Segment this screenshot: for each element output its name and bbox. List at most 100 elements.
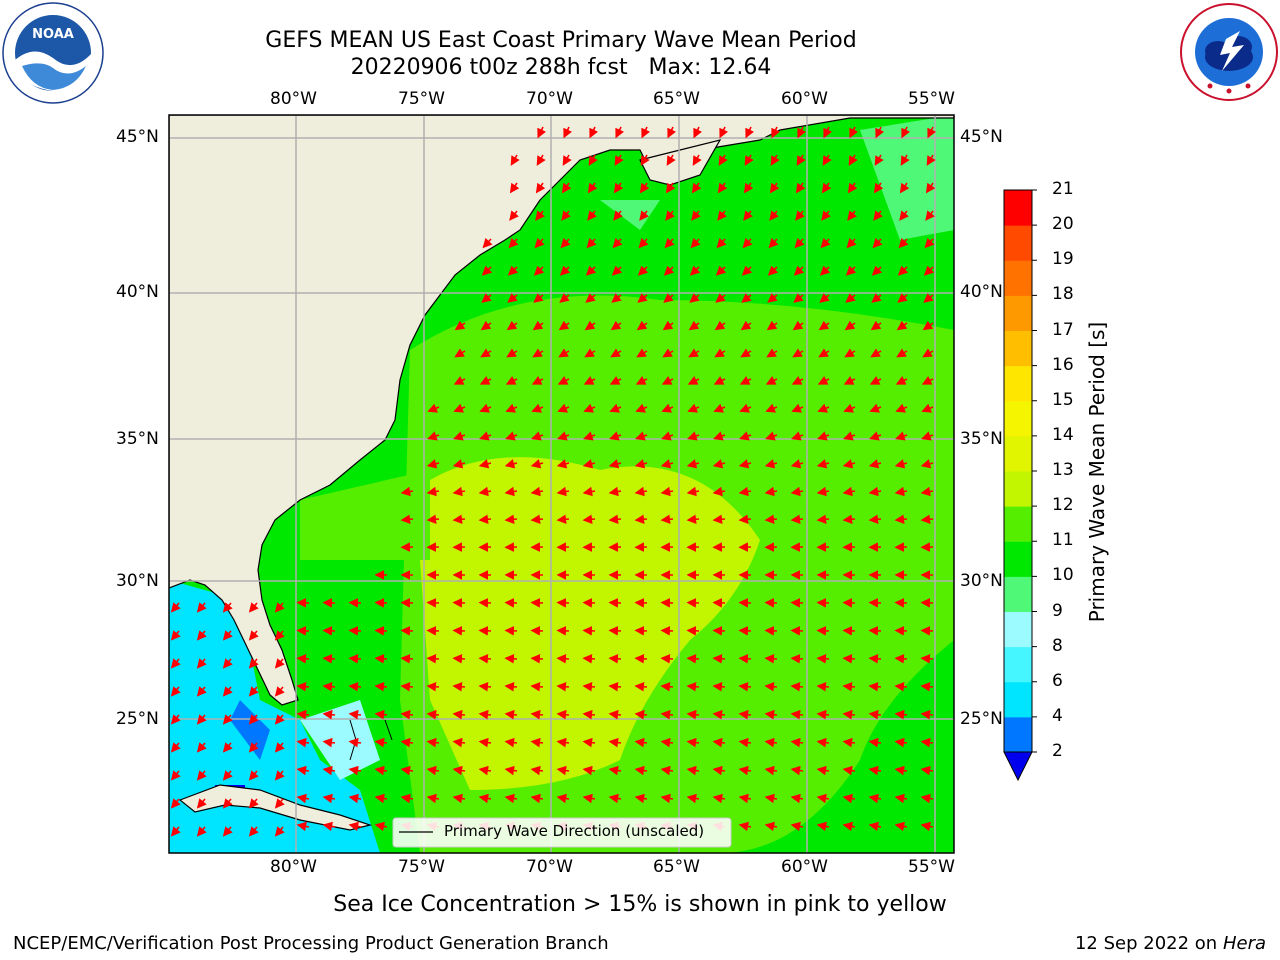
wave-direction-arrow bbox=[894, 653, 908, 664]
wave-direction-arrow bbox=[536, 154, 546, 166]
land-bahamas-2 bbox=[384, 719, 393, 741]
wave-direction-arrow bbox=[660, 486, 674, 497]
wave-direction-arrow bbox=[717, 210, 727, 221]
wave-direction-arrow bbox=[452, 626, 466, 636]
wave-direction-arrow bbox=[452, 681, 466, 692]
wave-direction-arrow bbox=[793, 293, 804, 303]
colorbar bbox=[1003, 189, 1037, 782]
wave-direction-arrow bbox=[820, 237, 831, 249]
wave-direction-arrow bbox=[556, 486, 570, 497]
wave-direction-arrow bbox=[845, 293, 856, 303]
colorbar-segment bbox=[1004, 400, 1032, 437]
wave-direction-arrow bbox=[582, 653, 596, 664]
wave-direction-arrow bbox=[869, 376, 882, 385]
wave-direction-arrow bbox=[869, 431, 882, 441]
lon-label-bottom-80w: 80°W bbox=[270, 857, 317, 877]
wave-direction-arrow bbox=[196, 686, 207, 697]
wave-direction-arrow bbox=[660, 737, 674, 748]
wave-direction-arrow bbox=[584, 348, 596, 358]
wave-direction-arrow bbox=[248, 714, 259, 725]
lon-label-top-60w: 60°W bbox=[781, 89, 828, 109]
colorbar-segment bbox=[1004, 435, 1032, 472]
machine-name: Hera bbox=[1222, 933, 1266, 954]
wave-direction-arrow bbox=[640, 154, 650, 166]
wave-direction-arrow bbox=[660, 681, 674, 692]
wave-direction-arrow bbox=[689, 293, 700, 303]
wave-direction-arrow bbox=[480, 320, 492, 331]
wave-direction-arrow bbox=[868, 737, 882, 748]
wave-direction-arrow bbox=[348, 821, 362, 832]
wave-direction-arrow bbox=[925, 210, 935, 221]
wave-direction-arrow bbox=[868, 514, 882, 525]
wave-direction-arrow bbox=[504, 626, 518, 636]
wave-direction-arrow bbox=[634, 486, 648, 497]
wave-direction-arrow bbox=[506, 348, 518, 358]
wave-direction-arrow bbox=[665, 182, 676, 194]
wave-direction-arrow bbox=[868, 793, 882, 804]
wave-direction-arrow bbox=[764, 486, 778, 497]
wave-direction-arrow bbox=[738, 737, 752, 748]
wave-direction-arrow bbox=[453, 431, 466, 441]
colorbar-tick-label: 18 bbox=[1052, 284, 1074, 305]
wave-direction-arrow bbox=[743, 210, 753, 221]
wave-direction-arrow bbox=[170, 602, 181, 613]
map-frame bbox=[168, 114, 955, 854]
wave-direction-arrow bbox=[686, 765, 700, 776]
wave-direction-arrow bbox=[322, 681, 336, 692]
wave-direction-arrow bbox=[686, 626, 700, 636]
wave-direction-arrow bbox=[170, 686, 181, 697]
wave-direction-arrow bbox=[537, 126, 547, 139]
wave-direction-arrow bbox=[613, 182, 624, 194]
wave-direction-arrow bbox=[712, 793, 726, 804]
colorbar-tick-label: 21 bbox=[1052, 179, 1074, 199]
wave-direction-arrow bbox=[845, 265, 857, 276]
wave-direction-arrow bbox=[348, 653, 362, 664]
wave-direction-arrow bbox=[713, 403, 726, 413]
wave-direction-arrow bbox=[641, 126, 651, 139]
wave-direction-arrow bbox=[505, 431, 518, 441]
wave-direction-arrow bbox=[196, 714, 207, 725]
colorbar-tick-label: 11 bbox=[1052, 530, 1074, 551]
wave-direction-arrow bbox=[920, 737, 934, 748]
wave-direction-arrow bbox=[771, 126, 781, 139]
wave-direction-arrow bbox=[817, 403, 830, 413]
wave-direction-arrow bbox=[712, 709, 726, 720]
wave-direction-arrow bbox=[924, 237, 935, 249]
lon-label-top-65w: 65°W bbox=[653, 89, 700, 109]
wave-direction-arrow bbox=[875, 126, 885, 139]
lon-label-top-75w: 75°W bbox=[398, 89, 445, 109]
wave-direction-arrow bbox=[920, 459, 934, 469]
wave-direction-arrow bbox=[742, 237, 753, 249]
wave-direction-arrow bbox=[530, 486, 544, 497]
wave-direction-arrow bbox=[765, 376, 778, 385]
wave-direction-arrow bbox=[899, 210, 909, 221]
wave-direction-arrow bbox=[894, 793, 908, 804]
colorbar-segment bbox=[1004, 365, 1032, 402]
wave-direction-arrow bbox=[842, 681, 856, 692]
colorbar-tick-label: 19 bbox=[1052, 249, 1074, 270]
wave-direction-arrow bbox=[196, 742, 207, 753]
wave-direction-arrow bbox=[478, 486, 492, 497]
wave-direction-arrow bbox=[894, 821, 908, 832]
wave-direction-arrow bbox=[585, 293, 596, 303]
wave-direction-arrow bbox=[764, 514, 778, 525]
wave-direction-arrow bbox=[296, 821, 310, 832]
wave-direction-arrow bbox=[530, 709, 544, 720]
wave-direction-arrow bbox=[636, 320, 648, 331]
wave-direction-arrow bbox=[895, 403, 908, 413]
wave-direction-arrow bbox=[426, 653, 440, 664]
wave-direction-arrow bbox=[667, 126, 677, 139]
wave-direction-arrow bbox=[764, 459, 778, 469]
wave-direction-arrow bbox=[739, 376, 752, 385]
wave-direction-arrow bbox=[583, 376, 596, 385]
wave-direction-arrow bbox=[920, 765, 934, 776]
wave-direction-arrow bbox=[634, 709, 648, 720]
wave-direction-arrow bbox=[587, 210, 597, 221]
colorbar-segment bbox=[1004, 190, 1032, 226]
wave-direction-arrow bbox=[660, 653, 674, 664]
wave-direction-arrow bbox=[587, 182, 598, 194]
colorbar-tick-label: 9 bbox=[1052, 600, 1063, 621]
wave-direction-arrow bbox=[794, 237, 805, 249]
wave-direction-arrow bbox=[664, 237, 675, 249]
wave-direction-arrow bbox=[797, 126, 807, 139]
